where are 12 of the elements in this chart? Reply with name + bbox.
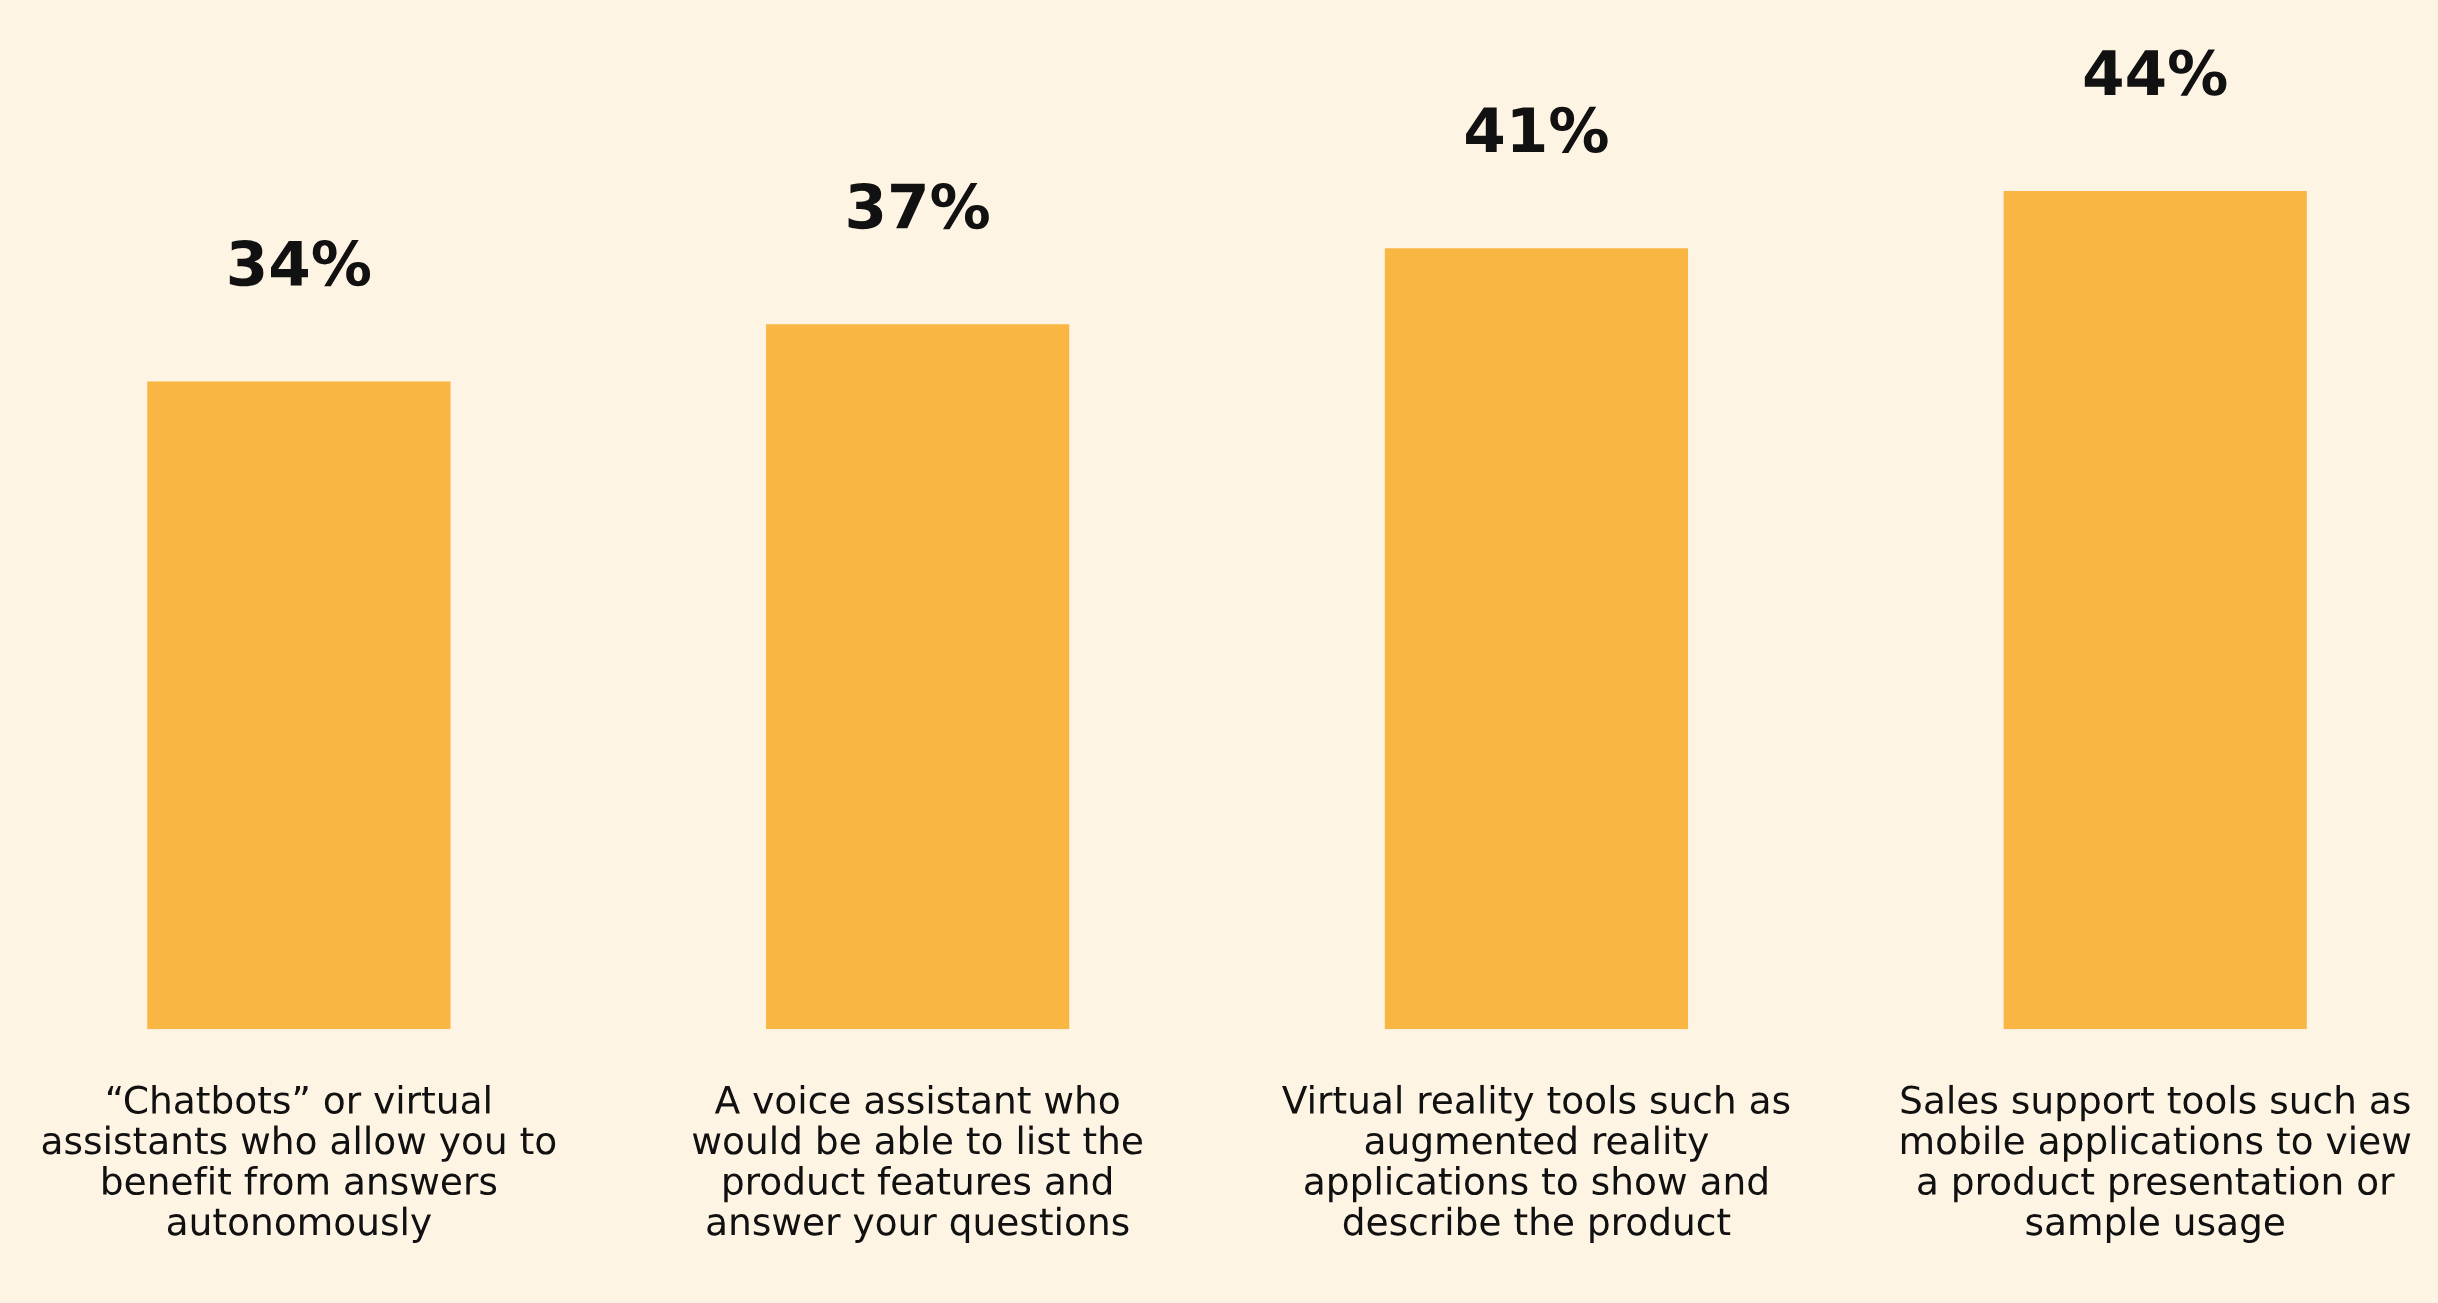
bar [766,324,1070,1030]
x-tick-label: Sales support tools such as mobile applications to view a product presentation or sample usage [1901,1084,2411,1243]
data-label: 34% [229,240,371,287]
data-label: 37% [848,182,989,230]
x-tick-label: “Chatbots” or virtual assistants who allow you to benefit from answers autonomously [42,1084,556,1243]
x-tick-label: Virtual reality tools such as augmented reality applications to show and describe the product [1282,1084,1790,1243]
data-label: 41% [1466,106,1608,153]
bar [147,381,451,1030]
bar [2003,190,2307,1030]
data-label: 44% [2084,49,2227,96]
bar [1384,248,1689,1030]
x-tick-label: A voice assistant who would be able to list the product features and answer your questions [692,1084,1142,1243]
